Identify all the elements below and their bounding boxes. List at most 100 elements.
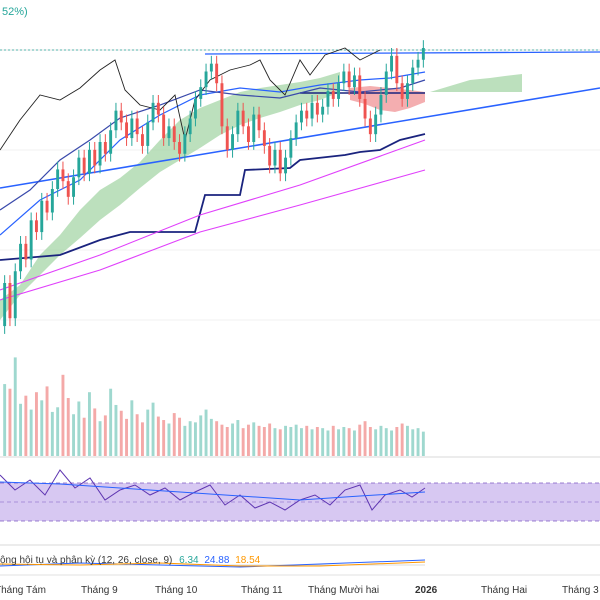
volume-bar [140, 422, 144, 456]
candle-body [289, 138, 293, 158]
candle-body [24, 243, 28, 260]
volume-bar [45, 386, 49, 456]
candle-body [3, 283, 7, 327]
time-label: Tháng Hai [481, 585, 527, 596]
candle-body [130, 118, 134, 139]
candle-body [342, 71, 346, 84]
volume-bar [257, 425, 261, 456]
time-label: Tháng Tám [0, 585, 46, 596]
candle-body [56, 169, 60, 189]
volume-bar [135, 414, 139, 456]
volume-bar [368, 427, 372, 456]
volume-bar [331, 425, 335, 456]
candle-body [98, 142, 102, 166]
candle-body [299, 110, 303, 123]
candle-body [246, 126, 250, 142]
candle-body [66, 181, 70, 197]
candle-body [241, 110, 245, 127]
volume-bar [167, 423, 171, 456]
volume-bar [321, 428, 325, 456]
volume-bar [411, 429, 415, 456]
macd-value-1: 6.34 [179, 555, 199, 566]
volume-bar [146, 409, 150, 456]
volume-bar [278, 429, 282, 456]
time-label: Tháng 9 [81, 585, 118, 596]
candle-body [231, 134, 235, 150]
magenta-ma-1 [0, 139, 426, 291]
candle-body [384, 71, 388, 95]
candle-body [331, 91, 335, 99]
volume-bar [374, 429, 378, 456]
candle-body [337, 83, 341, 99]
candle-body [77, 157, 81, 178]
candle-body [178, 142, 182, 154]
candle-body [34, 220, 38, 233]
candle-body [45, 200, 49, 213]
volume-bar [183, 425, 187, 456]
volume-bar [241, 428, 245, 456]
candle-body [193, 98, 197, 119]
volume-bar [215, 421, 219, 456]
volume-bar [390, 430, 394, 456]
volume-bar [347, 428, 351, 456]
time-axis: Tháng Tám Tháng 9 Tháng 10 Tháng 11 Thán… [0, 585, 599, 596]
candle-body [358, 75, 362, 99]
volume-bar [231, 423, 235, 456]
volume-bar [77, 401, 81, 456]
candle-body [395, 55, 399, 84]
volume-bar [299, 428, 303, 456]
candle-body [273, 149, 277, 166]
macd-line [0, 559, 426, 568]
candle-body [257, 114, 261, 131]
time-label: 2026 [415, 585, 438, 596]
candle-body [363, 98, 367, 119]
volume-bar [268, 423, 272, 456]
candle-body [284, 157, 288, 174]
rsi-band [0, 483, 600, 521]
volume-bar [8, 388, 12, 456]
volume-bar [3, 384, 7, 456]
volume-bar [289, 427, 293, 456]
candle-body [40, 200, 44, 233]
volume-bar [24, 395, 28, 456]
volume-bar [395, 427, 399, 456]
volume-bar [305, 425, 309, 456]
candle-body [29, 220, 33, 260]
time-label: Tháng 10 [155, 585, 198, 596]
volume-bar [178, 417, 182, 456]
volume-bar [315, 427, 319, 456]
candle-body [93, 149, 97, 166]
volume-bar [400, 423, 404, 456]
volume-bar [151, 402, 155, 456]
volume-bar [363, 421, 367, 456]
volume-bar [405, 425, 409, 456]
candle-body [72, 177, 76, 197]
candle-body [8, 283, 12, 319]
volume-bar [199, 415, 203, 456]
volume-bar [379, 425, 383, 456]
ichimoku-cloud [0, 72, 522, 320]
rsi-pane [0, 469, 600, 522]
volume-bar [358, 424, 362, 456]
candle-body [321, 106, 325, 115]
volume-bar [125, 418, 129, 456]
time-label: Tháng 3 [562, 585, 599, 596]
candle-body [400, 83, 404, 99]
candle-body [368, 118, 372, 135]
candle-body [204, 71, 208, 88]
volume-bar [34, 392, 38, 456]
signal-line [0, 561, 426, 567]
candle-body [114, 110, 118, 131]
volume-bar [236, 420, 240, 456]
volume-bar [193, 422, 197, 456]
candle-body [347, 71, 351, 88]
volume-bar [284, 425, 288, 456]
volume-bar [56, 407, 60, 456]
candle-body [390, 55, 394, 72]
candle-body [140, 134, 144, 146]
volume-bar [82, 417, 86, 456]
candle-body [13, 271, 17, 319]
kijun-line [0, 133, 426, 261]
volume-bar [87, 392, 91, 456]
